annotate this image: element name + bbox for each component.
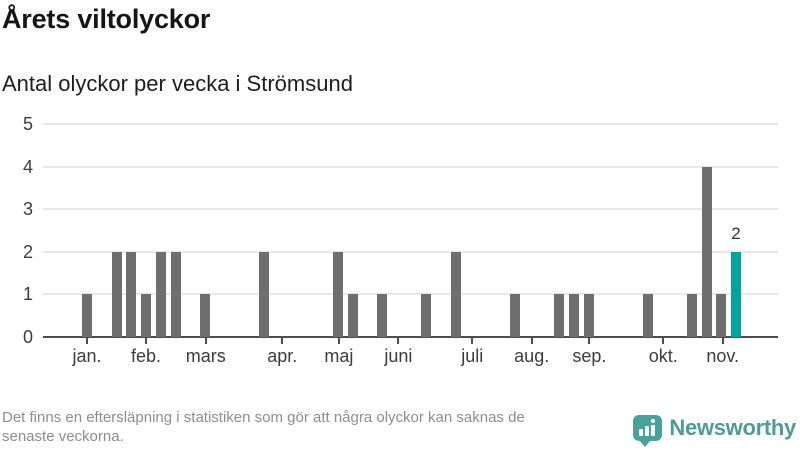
bar (170, 251, 181, 337)
y-axis-tick-label: 5 (22, 114, 33, 134)
x-axis-line (43, 336, 778, 338)
month-tick (337, 338, 340, 344)
month-label: mars (185, 346, 226, 366)
newsworthy-logo: Newsworthy (633, 415, 796, 447)
y-axis-tick-label: 3 (22, 199, 33, 220)
month-tick (397, 338, 400, 344)
month-tick (588, 338, 591, 344)
month-label: nov. (706, 346, 740, 366)
highlight-bar (731, 251, 741, 337)
chart-subtitle: Antal olyckor per vecka i Strömsund (2, 71, 353, 96)
footnote-line-2: senaste veckorna. (2, 428, 124, 445)
bar (568, 294, 579, 337)
bar (347, 294, 358, 337)
month-label: okt. (648, 346, 678, 366)
month-tick (204, 338, 207, 344)
month-tick (721, 338, 724, 344)
month-label: juli (461, 346, 484, 366)
bar (377, 294, 387, 337)
month-label: feb. (130, 346, 162, 366)
month-label: maj (324, 346, 354, 366)
y-grid-line (43, 123, 778, 125)
month-label: jan. (72, 346, 102, 366)
month-label: apr. (267, 346, 298, 366)
y-axis-tick-label: 2 (22, 241, 33, 262)
bar (421, 294, 432, 337)
bar (583, 294, 594, 337)
bar (200, 294, 210, 337)
y-axis-tick-label: 0 (22, 327, 33, 347)
footnote: Det finns en eftersläpning i statistiken… (2, 408, 525, 446)
y-grid-line (43, 208, 778, 211)
bar (155, 251, 166, 337)
bar (701, 166, 712, 337)
bar (716, 294, 727, 337)
y-grid-line (43, 293, 778, 296)
month-tick (145, 338, 147, 344)
month-tick (281, 338, 284, 344)
bar (82, 294, 92, 337)
bar (642, 294, 653, 337)
bar (509, 294, 520, 337)
bar (111, 251, 122, 337)
highlight-value-label: 2 (731, 223, 741, 243)
bar (686, 294, 697, 337)
month-tick (86, 338, 88, 344)
y-axis-tick-label: 4 (22, 156, 33, 177)
month-label: sep. (572, 346, 607, 366)
month-tick (471, 338, 474, 344)
bar (554, 294, 564, 337)
y-grid-line (43, 165, 778, 168)
bar (259, 251, 269, 337)
month-label: juni (384, 346, 413, 366)
bar (332, 251, 343, 337)
bar (450, 251, 461, 337)
month-tick (530, 338, 533, 344)
newsworthy-wordmark: Newsworthy (669, 415, 796, 440)
bar-chart: 0 1 2 3 4 5 jan. feb. mars apr. maj juni juli aug. sep… (22, 114, 778, 366)
y-axis-tick-label: 1 (22, 284, 33, 305)
newsworthy-bubble-barchart-icon (633, 415, 663, 447)
month-label: aug. (514, 346, 550, 366)
chart-title: Årets viltolyckor (2, 4, 211, 34)
footnote-line-1: Det finns en eftersläpning i statistiken… (2, 409, 525, 426)
bar (141, 294, 151, 337)
bar (126, 251, 137, 337)
month-tick (662, 338, 665, 344)
y-grid-line (43, 250, 778, 253)
